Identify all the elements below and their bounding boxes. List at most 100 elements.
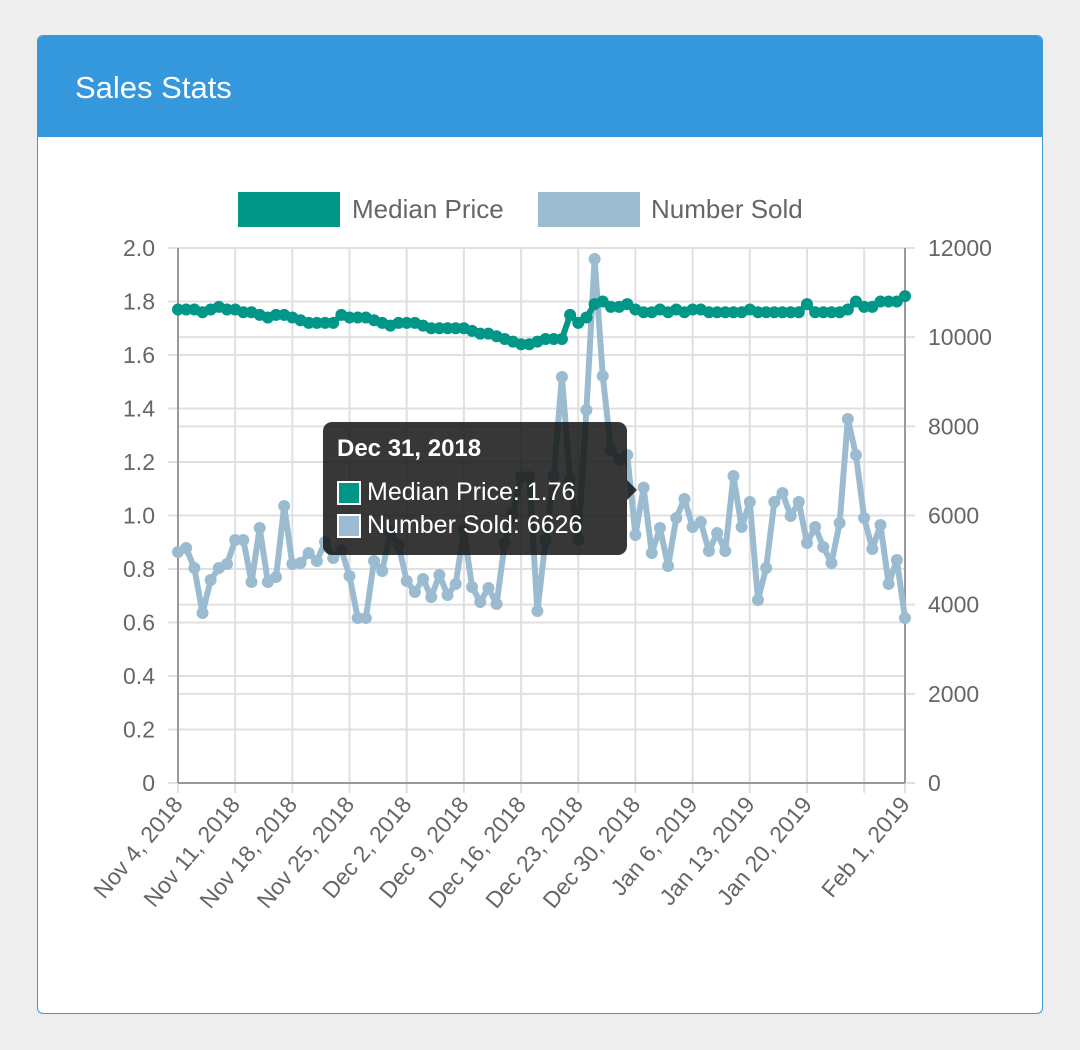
number-sold-point xyxy=(278,500,291,513)
number-sold-point xyxy=(727,469,740,482)
number-sold-point xyxy=(743,495,756,508)
number-sold-point xyxy=(555,370,568,383)
y-left-tick-label: 0.4 xyxy=(123,663,155,689)
x-tick-label: Feb 1, 2019 xyxy=(816,792,915,903)
number-sold-point xyxy=(221,558,234,571)
median-price-point xyxy=(580,311,593,324)
number-sold-point xyxy=(441,588,454,601)
number-sold-point xyxy=(825,556,838,569)
number-sold-point xyxy=(694,516,707,529)
number-sold-point xyxy=(580,404,593,417)
number-sold-point xyxy=(653,521,666,534)
number-sold-point xyxy=(408,586,421,599)
number-sold-point xyxy=(637,481,650,494)
y-left-tick-label: 0.2 xyxy=(123,717,155,743)
number-sold-point xyxy=(890,553,903,566)
number-sold-point xyxy=(662,560,675,573)
y-right-tick-label: 0 xyxy=(928,770,941,796)
number-sold-point xyxy=(817,541,830,554)
tooltip-title: Dec 31, 2018 xyxy=(337,435,482,462)
number-sold-point xyxy=(596,369,609,382)
y-right-tick-label: 6000 xyxy=(928,503,979,529)
number-sold-point xyxy=(645,546,658,559)
number-sold-point xyxy=(359,611,372,624)
number-sold-point xyxy=(841,412,854,425)
median-price-point xyxy=(792,306,805,319)
number-sold-point xyxy=(899,611,911,624)
number-sold-point xyxy=(425,590,438,603)
number-sold-point xyxy=(711,526,724,539)
number-sold-point xyxy=(735,521,748,534)
card-title: Sales Stats xyxy=(75,70,232,105)
median-price-point xyxy=(899,290,911,303)
number-sold-point xyxy=(466,581,479,594)
tooltip-caret-icon xyxy=(627,480,637,500)
number-sold-point xyxy=(449,577,462,590)
number-sold-point xyxy=(376,565,389,578)
number-sold-point xyxy=(302,546,315,559)
median-price-point xyxy=(841,303,854,316)
number-sold-point xyxy=(776,486,789,499)
y-left-tick-label: 1.8 xyxy=(123,289,155,315)
chart-tooltip: Dec 31, 2018 Median Price: 1.76 Number S… xyxy=(323,422,627,555)
median-price-point xyxy=(327,316,340,329)
number-sold-point xyxy=(482,581,495,594)
number-sold-point xyxy=(809,521,822,534)
number-sold-point xyxy=(768,495,781,508)
number-sold-point xyxy=(245,576,258,589)
y-right-tick-label: 2000 xyxy=(928,681,979,707)
number-sold-point xyxy=(751,593,764,606)
y-left-tick-label: 1.2 xyxy=(123,449,155,475)
y-left-tick-label: 0 xyxy=(142,770,155,796)
number-sold-point xyxy=(866,542,879,555)
number-sold-point xyxy=(196,607,209,620)
y-right-tick-label: 12000 xyxy=(928,235,992,261)
number-sold-point xyxy=(849,449,862,462)
number-sold-point xyxy=(678,493,691,506)
legend-sold-swatch xyxy=(538,192,640,227)
y-left-tick-label: 1.6 xyxy=(123,342,155,368)
number-sold-point xyxy=(204,574,217,587)
median-price-point xyxy=(800,298,813,311)
number-sold-point xyxy=(417,572,430,585)
y-left-tick-label: 1.0 xyxy=(123,503,155,529)
tooltip-row-median: Median Price: 1.76 xyxy=(337,478,575,507)
legend-median-swatch xyxy=(238,192,340,227)
number-sold-point xyxy=(670,511,683,524)
median-price-point xyxy=(564,308,577,321)
number-sold-point xyxy=(188,562,201,575)
median-price-point xyxy=(555,332,568,345)
median-swatch-icon xyxy=(337,480,361,505)
sold-swatch-icon xyxy=(337,513,361,538)
number-sold-point xyxy=(490,597,503,610)
number-sold-point xyxy=(719,544,732,557)
number-sold-point xyxy=(368,555,381,568)
tooltip-row-sold: Number Sold: 6626 xyxy=(337,511,582,540)
number-sold-point xyxy=(237,534,250,547)
legend-median-label: Median Price xyxy=(352,194,504,224)
y-left-tick-label: 0.6 xyxy=(123,610,155,636)
y-left-tick-label: 1.4 xyxy=(123,396,155,422)
legend-sold-label: Number Sold xyxy=(651,194,803,224)
y-right-tick-label: 10000 xyxy=(928,324,992,350)
tooltip-median-label: Median Price: 1.76 xyxy=(367,478,576,506)
number-sold-point xyxy=(800,537,813,550)
number-sold-point xyxy=(531,604,544,617)
number-sold-point xyxy=(760,562,773,575)
number-sold-point xyxy=(874,518,887,531)
number-sold-point xyxy=(629,528,642,541)
tooltip-sold-label: Number Sold: 6626 xyxy=(367,511,583,539)
card-header: Sales Stats xyxy=(38,36,1042,137)
number-sold-point xyxy=(400,574,413,587)
number-sold-point xyxy=(702,544,715,557)
number-sold-point xyxy=(474,595,487,608)
number-sold-point xyxy=(270,570,283,583)
number-sold-point xyxy=(343,569,356,582)
number-sold-point xyxy=(294,556,307,569)
number-sold-point xyxy=(784,509,797,522)
number-sold-point xyxy=(253,521,266,534)
number-sold-point xyxy=(882,577,895,590)
number-sold-point xyxy=(833,516,846,529)
y-left-tick-label: 2.0 xyxy=(123,235,155,261)
